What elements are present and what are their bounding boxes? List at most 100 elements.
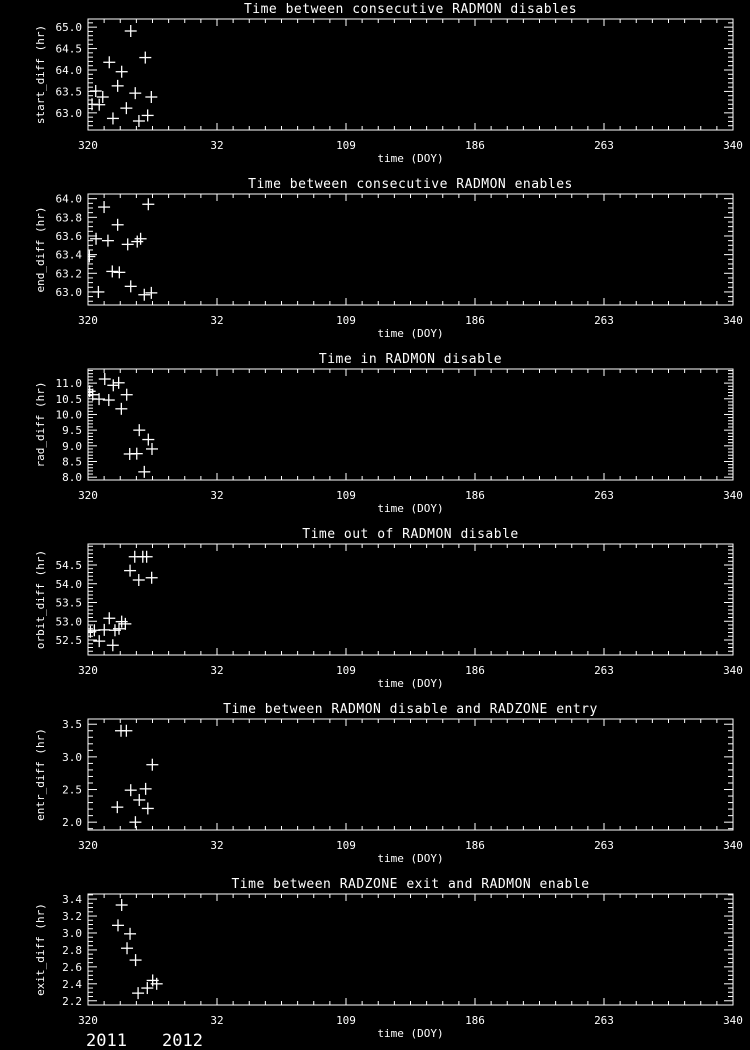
svg-text:2.2: 2.2 bbox=[62, 995, 82, 1008]
year-label-2011: 2011 bbox=[86, 1031, 127, 1050]
svg-text:340: 340 bbox=[723, 839, 743, 852]
svg-text:rad_diff (hr): rad_diff (hr) bbox=[34, 381, 47, 467]
svg-text:63.6: 63.6 bbox=[56, 230, 83, 243]
svg-text:3.5: 3.5 bbox=[62, 718, 82, 731]
svg-text:time (DOY): time (DOY) bbox=[377, 327, 443, 340]
svg-text:32: 32 bbox=[210, 489, 223, 502]
svg-text:109: 109 bbox=[336, 664, 356, 677]
svg-text:263: 263 bbox=[594, 314, 614, 327]
plot-orbit-diff-canvas: 320 32 109 186 263 340 54.5 54.0 53.5 53.0 52.5 Tim… bbox=[34, 527, 743, 690]
svg-text:320: 320 bbox=[78, 839, 98, 852]
svg-text:32: 32 bbox=[210, 839, 223, 852]
svg-text:109: 109 bbox=[336, 839, 356, 852]
plot-end-diff-canvas: 320 32 109 186 263 340 64.0 63.8 63.6 63.4 63.2 63.… bbox=[34, 177, 743, 340]
svg-text:32: 32 bbox=[210, 664, 223, 677]
svg-text:2.6: 2.6 bbox=[62, 961, 82, 974]
svg-text:63.8: 63.8 bbox=[56, 211, 83, 224]
svg-text:340: 340 bbox=[723, 314, 743, 327]
svg-text:340: 340 bbox=[723, 489, 743, 502]
svg-text:Time between consecutive RADMO: Time between consecutive RADMON enables bbox=[248, 177, 573, 192]
svg-text:320: 320 bbox=[78, 664, 98, 677]
svg-text:63.5: 63.5 bbox=[56, 85, 83, 98]
svg-text:63.4: 63.4 bbox=[56, 249, 83, 262]
svg-text:186: 186 bbox=[465, 839, 485, 852]
svg-text:Time between RADZONE exit and: Time between RADZONE exit and RADMON ena… bbox=[231, 877, 589, 892]
svg-text:320: 320 bbox=[78, 489, 98, 502]
svg-text:263: 263 bbox=[594, 664, 614, 677]
svg-text:109: 109 bbox=[336, 489, 356, 502]
svg-text:time (DOY): time (DOY) bbox=[377, 677, 443, 690]
svg-text:320: 320 bbox=[78, 1014, 98, 1027]
svg-text:2.5: 2.5 bbox=[62, 784, 82, 797]
svg-text:64.5: 64.5 bbox=[56, 43, 83, 56]
svg-text:orbit_diff (hr): orbit_diff (hr) bbox=[34, 550, 47, 649]
plot-rad-diff: 320 32 109 186 263 340 11.0 10.5 10.0 9.5 9.0 8.5 8.… bbox=[0, 350, 750, 525]
svg-text:186: 186 bbox=[465, 314, 485, 327]
svg-text:54.5: 54.5 bbox=[56, 559, 83, 572]
svg-text:63.0: 63.0 bbox=[56, 107, 83, 120]
svg-text:340: 340 bbox=[723, 664, 743, 677]
svg-text:53.5: 53.5 bbox=[56, 597, 83, 610]
svg-text:10.0: 10.0 bbox=[56, 408, 83, 421]
plot-start-diff: 320 32 109 186 263 340 65.0 64.5 64.0 63.5 63.0 Tim… bbox=[0, 0, 750, 175]
svg-text:263: 263 bbox=[594, 489, 614, 502]
svg-text:2.8: 2.8 bbox=[62, 944, 82, 957]
svg-text:340: 340 bbox=[723, 1014, 743, 1027]
svg-text:9.0: 9.0 bbox=[62, 440, 82, 453]
svg-text:52.5: 52.5 bbox=[56, 634, 83, 647]
plot-end-diff: 320 32 109 186 263 340 64.0 63.8 63.6 63.4 63.2 63.… bbox=[0, 175, 750, 350]
plot-entr-diff: 320 32 109 186 263 340 3.5 3.0 2.5 2.0 Time betwee… bbox=[0, 700, 750, 875]
svg-text:9.5: 9.5 bbox=[62, 424, 82, 437]
svg-text:Time between consecutive RADMO: Time between consecutive RADMON disables bbox=[244, 2, 577, 17]
svg-text:186: 186 bbox=[465, 664, 485, 677]
svg-text:186: 186 bbox=[465, 139, 485, 152]
svg-text:time (DOY): time (DOY) bbox=[377, 852, 443, 865]
svg-text:32: 32 bbox=[210, 314, 223, 327]
plot-start-diff-canvas: 320 32 109 186 263 340 65.0 64.5 64.0 63.5 63.0 Tim… bbox=[34, 2, 743, 165]
svg-text:end_diff (hr): end_diff (hr) bbox=[34, 206, 47, 292]
svg-text:63.2: 63.2 bbox=[56, 267, 83, 280]
svg-text:64.0: 64.0 bbox=[56, 64, 83, 77]
svg-text:109: 109 bbox=[336, 1014, 356, 1027]
svg-text:186: 186 bbox=[465, 1014, 485, 1027]
svg-text:2.4: 2.4 bbox=[62, 978, 82, 991]
svg-text:109: 109 bbox=[336, 314, 356, 327]
svg-text:3.0: 3.0 bbox=[62, 927, 82, 940]
svg-text:time (DOY): time (DOY) bbox=[377, 502, 443, 515]
svg-text:263: 263 bbox=[594, 839, 614, 852]
svg-text:32: 32 bbox=[210, 1014, 223, 1027]
svg-text:2.0: 2.0 bbox=[62, 816, 82, 829]
svg-text:53.0: 53.0 bbox=[56, 615, 83, 628]
svg-text:340: 340 bbox=[723, 139, 743, 152]
svg-text:63.0: 63.0 bbox=[56, 286, 83, 299]
plot-entr-diff-canvas: 320 32 109 186 263 340 3.5 3.0 2.5 2.0 Time betwee… bbox=[34, 702, 743, 865]
svg-text:8.5: 8.5 bbox=[62, 456, 82, 469]
svg-text:263: 263 bbox=[594, 139, 614, 152]
svg-text:start_diff (hr): start_diff (hr) bbox=[34, 25, 47, 124]
svg-text:64.0: 64.0 bbox=[56, 193, 83, 206]
svg-text:entr_diff (hr): entr_diff (hr) bbox=[34, 728, 47, 821]
svg-text:32: 32 bbox=[210, 139, 223, 152]
svg-text:65.0: 65.0 bbox=[56, 21, 83, 34]
svg-text:320: 320 bbox=[78, 314, 98, 327]
svg-text:3.2: 3.2 bbox=[62, 910, 82, 923]
svg-text:10.5: 10.5 bbox=[56, 393, 83, 406]
svg-text:Time out of RADMON disable: Time out of RADMON disable bbox=[302, 527, 519, 542]
svg-text:54.0: 54.0 bbox=[56, 578, 83, 591]
svg-text:263: 263 bbox=[594, 1014, 614, 1027]
svg-text:3.4: 3.4 bbox=[62, 893, 82, 906]
svg-text:time (DOY): time (DOY) bbox=[377, 1027, 443, 1040]
svg-text:3.0: 3.0 bbox=[62, 751, 82, 764]
svg-text:11.0: 11.0 bbox=[56, 377, 83, 390]
svg-text:Time in RADMON disable: Time in RADMON disable bbox=[319, 352, 502, 367]
svg-text:Time between RADMON disable an: Time between RADMON disable and RADZONE … bbox=[223, 702, 598, 717]
svg-text:8.0: 8.0 bbox=[62, 471, 82, 484]
plot-orbit-diff: 320 32 109 186 263 340 54.5 54.0 53.5 53.0 52.5 Tim… bbox=[0, 525, 750, 700]
svg-text:time (DOY): time (DOY) bbox=[377, 152, 443, 165]
plot-exit-diff: 320 32 109 186 263 340 3.4 3.2 3.0 2.8 2.6 2.4 2.2 Ti… bbox=[0, 875, 750, 1050]
svg-text:320: 320 bbox=[78, 139, 98, 152]
svg-text:109: 109 bbox=[336, 139, 356, 152]
svg-text:exit_diff (hr): exit_diff (hr) bbox=[34, 903, 47, 996]
svg-text:186: 186 bbox=[465, 489, 485, 502]
